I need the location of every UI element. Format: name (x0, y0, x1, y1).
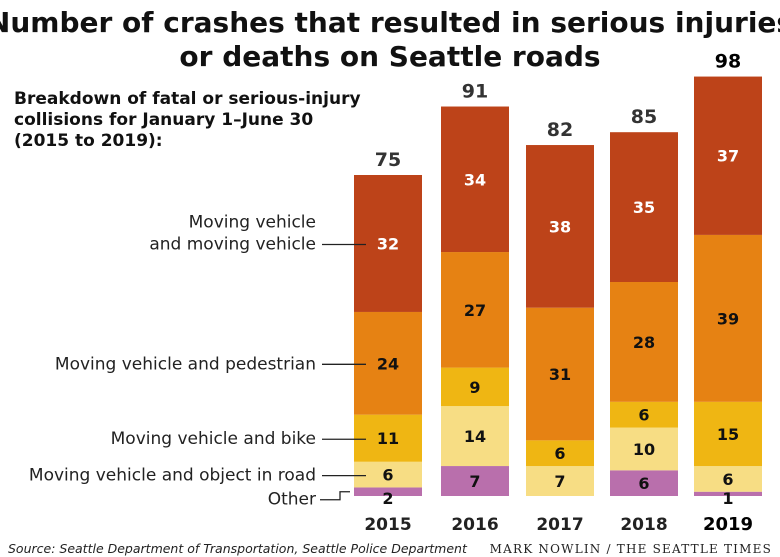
data-label-moving-vehicle-and-moving-vehicle-2019: 37 (717, 147, 739, 166)
data-label-moving-vehicle-and-object-in-road-2016: 14 (464, 427, 486, 446)
legend-label-moving-vehicle-and-bike-line-1: Moving vehicle and bike (111, 429, 316, 449)
bar-2017: 7 6 31 38 82 2017 (526, 119, 594, 535)
bar-segment-moving-vehicle-and-pedestrian-2017 (526, 307, 594, 441)
bar-segment-moving-vehicle-and-pedestrian-2019 (694, 234, 762, 402)
x-tick-label-2015: 2015 (364, 515, 411, 535)
chart-title-line-1: Number of crashes that resulted in serio… (0, 6, 780, 39)
chart-subtitle-line-1: Breakdown of fatal or serious-injury (14, 89, 361, 109)
total-label-2019: 98 (715, 51, 741, 73)
bar-2018: 6 10 6 28 35 85 2018 (610, 106, 678, 535)
bar-segment-other-2016 (441, 466, 509, 496)
chart-subtitle-line-3: (2015 to 2019): (14, 131, 163, 151)
legend-label-other-line-1: Other (268, 490, 316, 510)
legend-label-moving-vehicle-and-object-in-road: Moving vehicle and object in road (29, 466, 366, 486)
legend-label-moving-vehicle-and-pedestrian-line-1: Moving vehicle and pedestrian (55, 354, 316, 374)
credit-line: MARK NOWLIN / THE SEATTLE TIMES (490, 542, 772, 556)
data-label-moving-vehicle-and-bike-2015: 11 (377, 429, 399, 448)
data-label-moving-vehicle-and-pedestrian-2017: 31 (549, 365, 571, 384)
data-label-moving-vehicle-and-moving-vehicle-2016: 34 (464, 170, 486, 189)
data-label-other-2018: 6 (638, 474, 649, 493)
data-label-moving-vehicle-and-bike-2019: 15 (717, 425, 739, 444)
bar-segment-other-2018 (610, 470, 678, 496)
data-label-moving-vehicle-and-object-in-road-2019: 6 (722, 470, 733, 489)
leader-line-other (320, 491, 350, 501)
bar-segment-moving-vehicle-and-moving-vehicle-2017 (526, 145, 594, 308)
bar-segment-moving-vehicle-and-object-in-road-2017 (526, 466, 594, 496)
bar-2016: 7 14 9 27 34 91 2016 (441, 81, 509, 535)
data-label-other-2019: 1 (722, 489, 733, 508)
bar-segment-moving-vehicle-and-pedestrian-2018 (610, 282, 678, 402)
data-label-moving-vehicle-and-moving-vehicle-2015: 32 (377, 234, 399, 253)
x-tick-label-2017: 2017 (536, 515, 583, 535)
bar-segment-moving-vehicle-and-moving-vehicle-2016 (441, 106, 509, 253)
data-label-moving-vehicle-and-pedestrian-2016: 27 (464, 301, 486, 320)
bar-segment-moving-vehicle-and-object-in-road-2019 (694, 466, 762, 492)
bar-segment-moving-vehicle-and-bike-2019 (694, 401, 762, 467)
total-label-2017: 82 (547, 119, 573, 141)
data-label-moving-vehicle-and-bike-2017: 6 (554, 444, 565, 463)
bar-2015: 2 6 11 24 32 75 2015 (354, 149, 422, 535)
data-label-moving-vehicle-and-moving-vehicle-2017: 38 (549, 217, 571, 236)
bar-segment-moving-vehicle-and-pedestrian-2016 (441, 252, 509, 368)
data-label-moving-vehicle-and-bike-2018: 6 (638, 406, 649, 425)
data-label-other-2016: 7 (469, 472, 480, 491)
total-label-2015: 75 (375, 149, 401, 171)
chart-subtitle-line-2: collisions for January 1–June 30 (14, 110, 313, 130)
data-label-moving-vehicle-and-pedestrian-2019: 39 (717, 309, 739, 328)
total-label-2016: 91 (462, 81, 488, 103)
bar-segment-other-2019 (694, 491, 762, 496)
bar-segment-moving-vehicle-and-object-in-road-2018 (610, 427, 678, 471)
data-label-moving-vehicle-and-bike-2016: 9 (469, 378, 480, 397)
legend-label-other: Other (268, 490, 350, 510)
bar-segment-moving-vehicle-and-bike-2018 (610, 401, 678, 428)
bar-segment-moving-vehicle-and-moving-vehicle-2019 (694, 76, 762, 235)
data-label-moving-vehicle-and-object-in-road-2017: 7 (554, 472, 565, 491)
bar-2019: 16 15 39 37 98 2019 (694, 51, 762, 535)
bar-segment-moving-vehicle-and-object-in-road-2015 (354, 461, 422, 488)
bar-segment-other-2015 (354, 487, 422, 496)
data-label-other-2015: 2 (382, 489, 393, 508)
data-label-moving-vehicle-and-object-in-road-2018: 10 (633, 440, 655, 459)
bar-segment-moving-vehicle-and-moving-vehicle-2015 (354, 175, 422, 312)
legend-label-moving-vehicle-and-bike: Moving vehicle and bike (111, 429, 366, 449)
bar-segment-moving-vehicle-and-object-in-road-2016 (441, 406, 509, 467)
category-labels-layer: Other Moving vehicle and object in road Mo… (29, 212, 366, 510)
legend-label-moving-vehicle-and-pedestrian: Moving vehicle and pedestrian (55, 354, 366, 374)
x-tick-label-2018: 2018 (620, 515, 667, 535)
data-label-moving-vehicle-and-pedestrian-2015: 24 (377, 354, 399, 373)
bar-segment-moving-vehicle-and-bike-2015 (354, 414, 422, 462)
total-label-2018: 85 (631, 106, 657, 128)
bar-segment-moving-vehicle-and-pedestrian-2015 (354, 311, 422, 415)
data-label-moving-vehicle-and-moving-vehicle-2018: 35 (633, 198, 655, 217)
data-label-moving-vehicle-and-pedestrian-2018: 28 (633, 333, 655, 352)
legend-label-moving-vehicle-and-object-in-road-line-1: Moving vehicle and object in road (29, 466, 316, 486)
data-label-moving-vehicle-and-object-in-road-2015: 6 (382, 466, 393, 485)
bar-segment-moving-vehicle-and-moving-vehicle-2018 (610, 132, 678, 282)
legend-label-moving-vehicle-and-moving-vehicle-line-1: Moving vehicle (189, 212, 316, 232)
legend-label-moving-vehicle-and-moving-vehicle-line-2: and moving vehicle (149, 234, 316, 254)
source-note: Source: Seattle Department of Transporta… (8, 541, 468, 556)
x-tick-label-2016: 2016 (451, 515, 498, 535)
bar-segment-moving-vehicle-and-bike-2016 (441, 367, 509, 407)
bars-layer: 2 6 11 24 32 75 2015 7 14 9 27 34 91 2016 7 6 31 38 82 2017… (354, 51, 762, 535)
bar-segment-moving-vehicle-and-bike-2017 (526, 440, 594, 467)
chart-title-line-2: or deaths on Seattle roads (179, 40, 600, 73)
x-tick-label-2019: 2019 (703, 514, 753, 535)
